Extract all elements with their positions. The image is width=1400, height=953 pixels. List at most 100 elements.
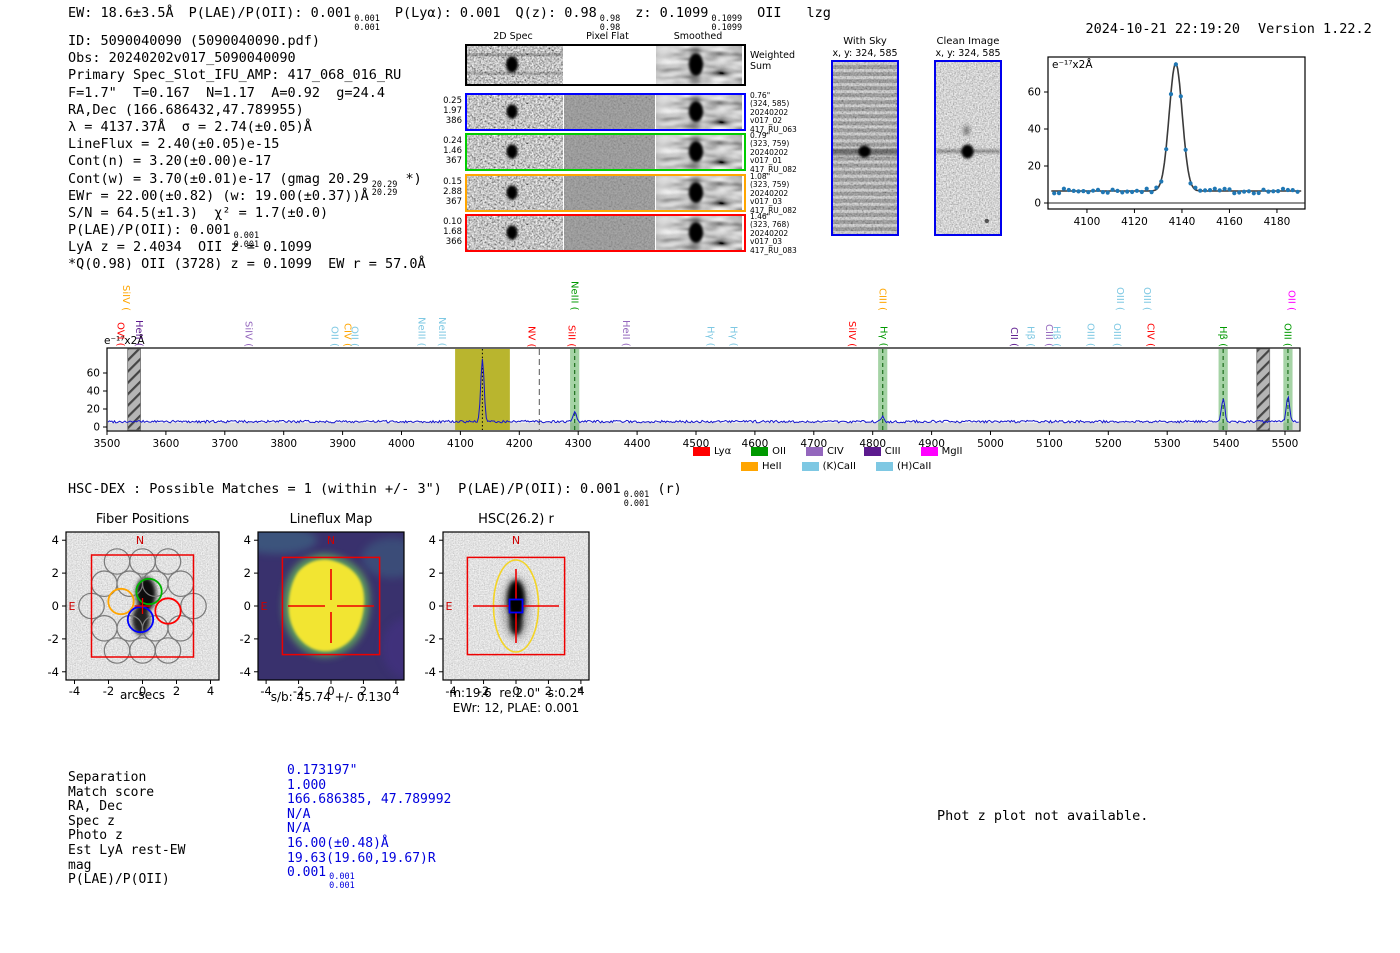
text-segment: Primary Spec_Slot_IFU_AMP: 417_068_016_R… — [68, 67, 402, 84]
x-tick-label: 5300 — [1154, 438, 1181, 450]
extraction-box — [90, 554, 195, 658]
match-row-label: Separation — [68, 770, 147, 785]
data-point — [1139, 189, 1144, 195]
weighted-2dspec-image — [467, 46, 563, 84]
x-tick-label: -2 — [478, 684, 489, 698]
data-point — [1056, 191, 1062, 196]
x-tick-label: 4180 — [1264, 216, 1291, 228]
line-marker-label: Hγ ( — [877, 326, 889, 347]
data-point — [1130, 189, 1135, 195]
row-right-labels: 0.79" (323, 759) 20240202 v017_01 417_RU_082 — [750, 131, 797, 174]
frac-lo: 0.1099 — [711, 22, 743, 33]
line-marker-label: OII ( — [348, 326, 360, 347]
stacked-fraction: 0.001 0.001 — [624, 491, 650, 509]
fiber-id-label: (324, 585) — [750, 99, 790, 109]
data-point — [1159, 179, 1164, 184]
y-tick-label: 60 — [87, 368, 100, 380]
line-marker-label: Hγ ( — [727, 326, 739, 347]
data-point — [1178, 94, 1183, 99]
fiber-circle-red — [154, 597, 182, 625]
fiber-weight-label: 1.97 — [443, 106, 462, 116]
line-marker-label: CIII ( — [876, 288, 888, 311]
x-tick-label: 3700 — [211, 438, 238, 450]
fiber-id-label: v017_03 — [750, 237, 783, 247]
line-marker-label: CIV ( — [341, 323, 353, 347]
fiber-positions-panel: N E -4 -2 0 2 4 4 2 0 -2 -4 — [48, 531, 220, 698]
x-tick-label: 3900 — [329, 438, 356, 450]
fiber-id-label: v017_03 — [750, 197, 783, 207]
weighted-label-line1: Weighted — [750, 50, 795, 61]
line-marker-label: OIII ( — [1114, 287, 1126, 311]
panel3-caption1: m:19.6 re:2.0" s:0.2" — [449, 686, 583, 700]
panel-title-fiber: Fiber Positions — [95, 512, 190, 527]
legend-swatch — [693, 447, 710, 456]
match-row-value: 19.63(19.60,19.67)R — [287, 850, 436, 866]
x-tick-label: 4140 — [1169, 216, 1196, 228]
smoothed-image — [656, 95, 742, 129]
match-table-row: Separation 0.173197" — [68, 763, 451, 785]
extraction-box — [466, 556, 566, 656]
data-point — [1134, 188, 1139, 193]
frac-lo: 0.001 — [623, 498, 650, 509]
fiber-weight-label: 0.24 — [443, 136, 462, 146]
line-marker-label: OII ( — [1285, 290, 1297, 311]
y-tick-label: 4 — [52, 533, 59, 547]
detection-band — [455, 349, 510, 430]
east-label: E — [261, 600, 268, 613]
zoom-unit-label: e⁻¹⁷x2Å — [1052, 59, 1093, 71]
col-header-2dspec: 2D Spec — [493, 31, 533, 42]
fiber-id-label: (323, 759) — [750, 180, 790, 190]
east-label: E — [69, 600, 76, 613]
x-tick-label: 4160 — [1216, 216, 1243, 228]
oii-solution-band — [570, 349, 580, 430]
fiber-weight-label: 1.68 — [443, 227, 462, 237]
y-tick-label: -2 — [240, 632, 251, 646]
stacked-fraction: 0.001 0.001 — [234, 232, 260, 250]
data-point — [1237, 190, 1242, 195]
frac-hi: 20.29 — [371, 179, 398, 190]
info-line: LyA z = 2.4034 OII z = 0.1099 — [68, 239, 426, 256]
spectrum-unit-label: e⁻¹⁷x2Å — [104, 335, 145, 347]
line-marker-label: Hγ ( — [704, 326, 716, 347]
detection-info-block: ID: 5090040090 (5090040090.pdf) Obs: 2024… — [68, 33, 426, 274]
spec2d-image — [467, 95, 563, 129]
report-timestamp: 2024-10-21 22:19:20 — [1085, 21, 1240, 37]
info-line: *Q(0.98) OII (3728) z = 0.1099 EW r = 57… — [68, 256, 426, 273]
header-text: Q(z): 0.98 — [515, 5, 597, 21]
fiber-weight-label: 0.25 — [443, 96, 462, 106]
withsky-image — [831, 60, 899, 236]
fiber-weight-label: 0.15 — [443, 177, 462, 187]
x-tick-label: 0 — [139, 684, 146, 698]
spec2d-image — [467, 135, 563, 169]
axis-ticks: -4 -2 0 2 4 4 2 0 -2 -4 — [48, 533, 215, 698]
axis-ticks: -4 -2 0 2 4 4 2 0 -2 -4 — [425, 533, 585, 698]
data-point — [1256, 190, 1261, 196]
data-point — [1052, 191, 1057, 196]
panel3-caption2: EWr: 12, PLAE: 0.001 — [452, 701, 580, 715]
info-line: LineFlux = 2.40(±0.05)e-15 — [68, 136, 426, 153]
data-point — [1285, 187, 1290, 193]
row-right-labels: 0.76" (324, 585) 20240202 v017_02 417_RU_063 — [750, 91, 797, 134]
legend-item: OII — [751, 446, 786, 457]
fiber-weight-label: 1.46 — [443, 146, 462, 156]
spectrum-legend-row2: HeII (K)CaII (H)CaII — [741, 461, 931, 472]
data-point — [1076, 189, 1081, 194]
spectrum-line — [107, 358, 1299, 424]
axis-ticks: -4 -2 0 2 4 4 2 0 -2 -4 — [240, 533, 400, 698]
fiber-weight-label: 0.10 — [443, 217, 462, 227]
info-line: Obs: 20240202v017_5090040090 — [68, 50, 426, 67]
data-point — [1276, 189, 1281, 194]
header-item: z: 0.1099 0.1099 0.1099 — [635, 5, 742, 32]
fiber-id-label: 20240202 — [750, 188, 789, 198]
zero-level-strip — [108, 422, 1299, 430]
fiber-id-label: 417_RU_083 — [750, 245, 797, 255]
info-line: P(LAE)/P(OII): 0.001 0.001 0.001 — [68, 222, 426, 249]
fiber-id-label: 417_RU_063 — [750, 124, 797, 134]
line-marker-label: NeIII ( — [568, 281, 580, 311]
data-point — [1198, 188, 1203, 193]
panel2-caption: s/b: 45.74 +/- 0.130 — [270, 690, 392, 704]
data-point — [1095, 187, 1101, 192]
spectrum-legend-row1: Lyα OII CIV CIII MgII — [693, 446, 962, 457]
y-tick-label: 0 — [52, 599, 59, 613]
